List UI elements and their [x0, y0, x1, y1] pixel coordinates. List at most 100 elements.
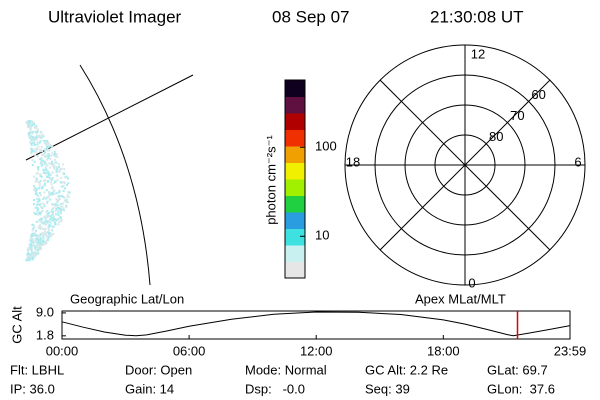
emission-pixel	[33, 199, 35, 201]
emission-pixel	[47, 234, 50, 237]
emission-pixel	[28, 135, 31, 138]
emission-pixel	[42, 231, 45, 234]
emission-pixel	[62, 207, 65, 210]
emission-pixel	[27, 126, 30, 129]
emission-pixel	[44, 142, 47, 145]
emission-pixel	[30, 132, 33, 135]
emission-pixel	[36, 148, 39, 150]
emission-pixel	[34, 251, 37, 254]
emission-pixel	[53, 165, 56, 167]
emission-pixel	[37, 247, 40, 249]
emission-pixel	[46, 200, 49, 203]
emission-pixel	[46, 164, 49, 167]
emission-pixel	[38, 243, 41, 246]
emission-pixel	[44, 220, 47, 223]
emission-pixel	[29, 125, 32, 128]
emission-pixel	[48, 162, 51, 165]
emission-pixel	[42, 203, 45, 206]
emission-pixel	[52, 162, 55, 165]
emission-pixel	[35, 179, 38, 182]
emission-pixel	[60, 202, 63, 205]
lat-label: 70	[510, 108, 524, 123]
emission-pixel	[46, 215, 49, 218]
emission-pixel	[40, 175, 43, 178]
emission-pixel	[61, 208, 64, 211]
emission-pixel	[40, 160, 43, 163]
emission-pixel	[42, 168, 45, 171]
polar-ring	[404, 104, 526, 226]
plot-frame	[61, 310, 571, 340]
emission-pixel	[38, 200, 41, 202]
emission-pixel	[35, 151, 38, 154]
left-label: Geographic Lat/Lon	[70, 291, 184, 306]
emission-pixel	[41, 232, 44, 235]
emission-pixel	[33, 255, 36, 258]
emission-pixel	[33, 225, 36, 228]
emission-pixel	[30, 139, 33, 141]
emission-pixel	[37, 181, 40, 183]
emission-pixel	[37, 208, 40, 211]
emission-pixel	[30, 247, 33, 250]
colorbar-band	[285, 129, 305, 147]
info-field: GC Alt: 2.2 Re	[365, 362, 448, 377]
emission-pixel	[40, 187, 43, 190]
emission-pixel	[44, 242, 47, 245]
emission-pixel	[36, 237, 39, 240]
emission-pixel	[67, 191, 70, 193]
emission-pixel	[68, 191, 71, 194]
emission-pixel	[49, 215, 52, 218]
emission-pixel	[35, 177, 38, 180]
emission-pixel	[58, 198, 61, 200]
emission-pixel	[51, 171, 54, 174]
emission-pixel	[57, 204, 60, 207]
emission-pixel	[36, 155, 39, 158]
emission-pixel	[40, 158, 43, 161]
emission-pixel	[42, 139, 45, 142]
emission-pixel	[29, 122, 32, 124]
emission-pixel	[29, 255, 32, 258]
emission-pixel	[45, 140, 48, 142]
emission-pixel	[33, 140, 35, 143]
emission-pixel	[43, 180, 46, 182]
emission-pixel	[54, 155, 57, 158]
emission-pixel	[29, 127, 32, 130]
emission-pixel	[29, 130, 32, 133]
emission-pixel	[42, 171, 45, 174]
emission-pixel	[50, 183, 53, 186]
emission-pixel	[48, 191, 51, 194]
emission-pixel	[34, 240, 37, 243]
emission-pixel	[50, 233, 53, 236]
emission-pixel	[35, 138, 38, 141]
emission-pixel	[39, 162, 42, 165]
emission-pixel	[59, 212, 62, 215]
emission-pixel	[42, 198, 45, 200]
emission-pixel	[44, 151, 47, 154]
emission-pixel	[46, 238, 49, 241]
emission-pixel	[40, 145, 43, 148]
emission-pixel	[48, 235, 51, 238]
emission-pixel	[66, 200, 69, 203]
emission-pixel	[43, 196, 46, 199]
emission-pixel	[36, 239, 39, 242]
emission-pixel	[28, 120, 31, 123]
emission-pixel	[53, 182, 56, 184]
emission-pixel	[37, 166, 40, 168]
emission-pixel	[45, 221, 48, 224]
emission-pixel	[35, 125, 38, 128]
emission-pixel	[31, 234, 34, 237]
emission-pixel	[57, 214, 60, 216]
emission-pixel	[49, 221, 52, 224]
emission-pixel	[62, 184, 65, 187]
emission-pixel	[40, 217, 43, 220]
mlt-label: 18	[346, 154, 360, 169]
emission-pixel	[48, 231, 51, 234]
emission-pixel	[62, 190, 65, 193]
emission-pixel	[46, 153, 49, 156]
emission-pixel	[30, 249, 33, 252]
emission-pixel	[57, 223, 60, 226]
emission-pixel	[65, 175, 68, 178]
emission-pixel	[49, 218, 52, 221]
emission-pixel	[61, 205, 64, 208]
emission-pixel	[51, 219, 54, 222]
emission-pixel	[46, 149, 49, 152]
